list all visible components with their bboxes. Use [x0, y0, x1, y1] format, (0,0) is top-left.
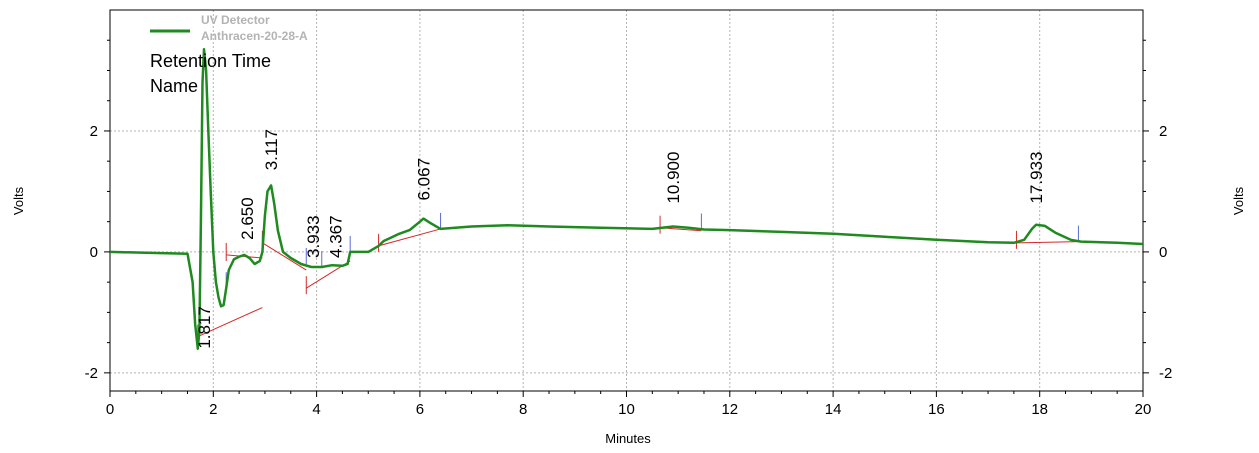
baseline-segment	[378, 228, 441, 247]
x-tick-label: 8	[519, 401, 527, 418]
y-tick-label-right: -2	[1159, 365, 1172, 382]
peak-label: 6.067	[414, 158, 433, 201]
baseline-segment	[226, 254, 263, 259]
x-tick-label: 14	[825, 401, 842, 418]
y-axis-label-left: Volts	[11, 186, 26, 215]
baseline-segment	[1016, 241, 1079, 244]
legend-retention-time: Retention Time	[150, 51, 271, 71]
peak-markers	[225, 212, 1079, 289]
peak-label: 3.933	[304, 215, 323, 258]
peak-label: 2.650	[238, 197, 257, 240]
baseline-segment	[197, 307, 263, 338]
peak-label: 4.367	[327, 215, 346, 258]
legend-name: Name	[150, 76, 198, 96]
x-tick-label: 2	[209, 401, 217, 418]
x-tick-label: 6	[416, 401, 424, 418]
y-tick-label-left: -2	[85, 365, 98, 382]
x-tick-label: 18	[1031, 401, 1048, 418]
y-axis-label-right: Volts	[1231, 186, 1246, 215]
y-tick-label-right: 0	[1159, 244, 1167, 261]
peak-label: 17.933	[1027, 152, 1046, 204]
peak-label: 3.117	[262, 129, 281, 170]
y-tick-label-right: 2	[1159, 123, 1167, 140]
x-tick-label: 10	[618, 401, 635, 418]
legend-entry-sample: Anthracen-20-28-A	[201, 29, 308, 43]
x-tick-label: 20	[1135, 401, 1152, 418]
y-tick-label-left: 2	[90, 123, 98, 140]
legend-entry-detector: UV Detector	[201, 13, 270, 27]
baseline-segment	[262, 242, 307, 271]
peak-label: 1.817	[195, 306, 214, 349]
x-axis-label: Minutes	[605, 431, 651, 446]
y-tick-label-left: 0	[90, 244, 98, 261]
x-tick-label: 0	[106, 401, 114, 418]
uv-detector-trace	[109, 48, 1144, 350]
peak-label: 10.900	[664, 152, 683, 204]
peak-labels: 1.817 2.650 3.117 3.933 4.367 6.067 10.900 17.9…	[195, 129, 1046, 349]
axis-ticks: 0 2 4 6 8 10 12 14 16 18 20 -2 -2 0 0 2 2	[85, 39, 1172, 418]
x-tick-label: 4	[312, 401, 320, 418]
x-tick-label: 12	[721, 401, 738, 418]
x-tick-label: 16	[928, 401, 945, 418]
